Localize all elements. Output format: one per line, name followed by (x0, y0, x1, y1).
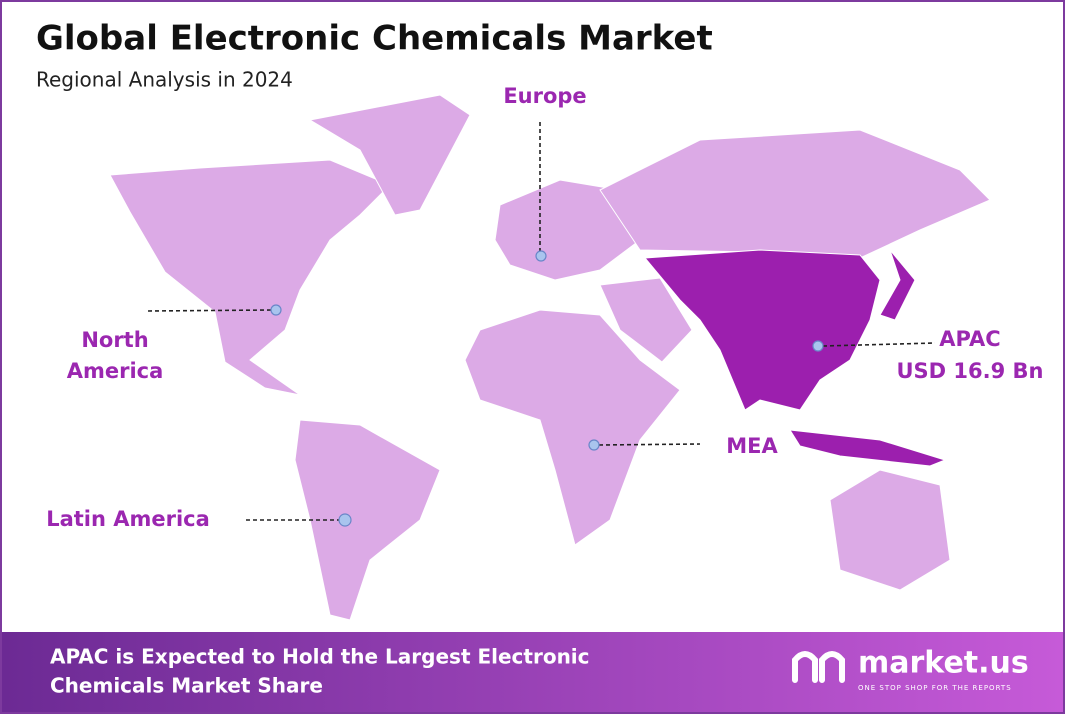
region-label: MEA (726, 434, 778, 458)
mea-marker: MEA (588, 434, 778, 458)
marker-dot (270, 304, 282, 316)
marker-dot (535, 250, 547, 262)
north-america-marker: North America (66, 304, 282, 383)
region-value: USD 16.9 Bn (897, 359, 1044, 383)
brand-tagline: ONE STOP SHOP FOR THE REPORTS (858, 684, 1012, 692)
marker-dot (588, 439, 600, 451)
leader-line (598, 443, 701, 446)
footer-headline: APAC is Expected to Hold the Largest Ele… (50, 645, 590, 669)
world-map (109, 94, 991, 621)
region-label: North America (66, 328, 164, 383)
title: Global Electronic Chemicals Market (36, 19, 713, 59)
subtitle: Regional Analysis in 2024 (36, 68, 293, 92)
footer-headline: Chemicals Market Share (50, 674, 323, 698)
marker-dot (338, 513, 352, 527)
logo: market.us ONE STOP SHOP FOR THE REPORTS (792, 646, 1029, 692)
brand-name: market.us (858, 646, 1029, 681)
label-box: North America (66, 328, 164, 383)
region-label: APAC (939, 327, 1000, 351)
marker-dot (812, 340, 824, 352)
latin-america-marker: Latin America (46, 507, 352, 531)
leader-line (822, 342, 936, 347)
footer-band (2, 632, 1063, 712)
region-label: Latin America (46, 507, 210, 531)
europe-marker: Europe (503, 84, 587, 262)
region-label: Europe (503, 84, 586, 108)
apac-marker: APAC USD 16.9 Bn (812, 327, 1044, 383)
